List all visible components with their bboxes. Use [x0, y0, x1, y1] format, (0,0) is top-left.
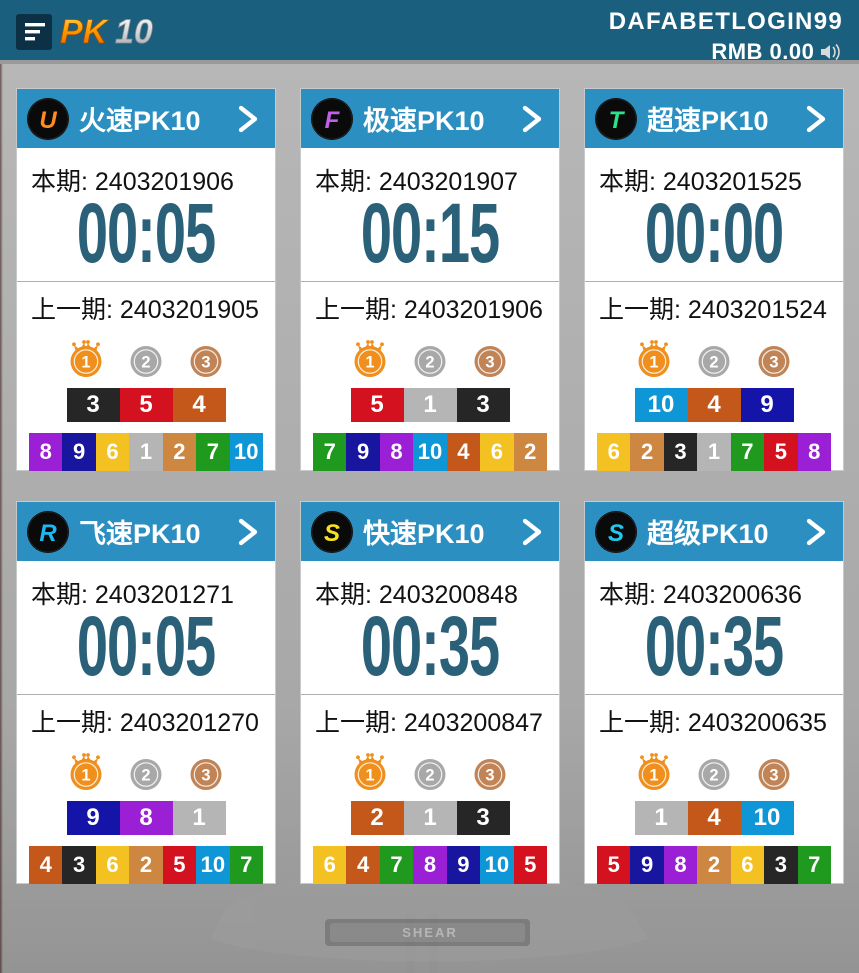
svg-text:3: 3 [201, 354, 210, 372]
svg-text:2: 2 [425, 354, 434, 372]
svg-text:1: 1 [365, 354, 374, 372]
svg-text:2: 2 [709, 767, 718, 785]
svg-text:2: 2 [141, 354, 150, 372]
svg-text:10: 10 [115, 13, 153, 51]
svg-text:F: F [325, 107, 341, 134]
svg-text:3: 3 [485, 767, 494, 785]
svg-text:1: 1 [81, 767, 90, 785]
svg-text:1: 1 [365, 767, 374, 785]
svg-text:U: U [39, 107, 57, 134]
svg-text:1: 1 [649, 354, 658, 372]
svg-text:T: T [609, 107, 626, 134]
svg-text:1: 1 [81, 354, 90, 372]
svg-text:2: 2 [141, 767, 150, 785]
svg-text:2: 2 [425, 767, 434, 785]
svg-text:SHEAR: SHEAR [402, 925, 458, 940]
svg-text:3: 3 [485, 354, 494, 372]
svg-text:S: S [324, 520, 340, 547]
svg-text:1: 1 [649, 767, 658, 785]
svg-text:PK: PK [60, 13, 110, 51]
svg-text:3: 3 [201, 767, 210, 785]
svg-text:R: R [39, 520, 57, 547]
svg-text:3: 3 [769, 354, 778, 372]
svg-text:S: S [608, 520, 624, 547]
svg-text:2: 2 [709, 354, 718, 372]
svg-text:3: 3 [769, 767, 778, 785]
